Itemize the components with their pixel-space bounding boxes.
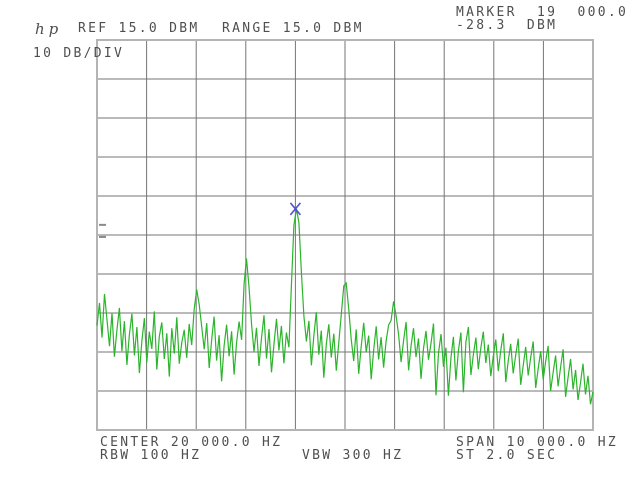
marker-level-readout: -28.3 DBM (456, 18, 558, 33)
marker-x-icon (289, 202, 302, 216)
graticule-border (96, 39, 594, 431)
spectrum-trace (96, 208, 594, 405)
sweep-time-readout: ST 2.0 SEC (456, 448, 558, 463)
vbw-readout: VBW 300 HZ (302, 448, 404, 463)
scale-readout: 10 DB/DIV (33, 46, 125, 61)
center-freq-readout: CENTER 20 000.0 HZ (100, 435, 283, 450)
span-readout: SPAN 10 000.0 HZ (456, 435, 619, 450)
ref-level-readout: REF 15.0 DBM (78, 21, 200, 36)
hp-logo: hp (35, 20, 63, 38)
range-readout: RANGE 15.0 DBM (222, 21, 364, 36)
rbw-readout: RBW 100 HZ (100, 448, 202, 463)
marker-freq-readout: MARKER 19 000.0 (456, 5, 629, 20)
